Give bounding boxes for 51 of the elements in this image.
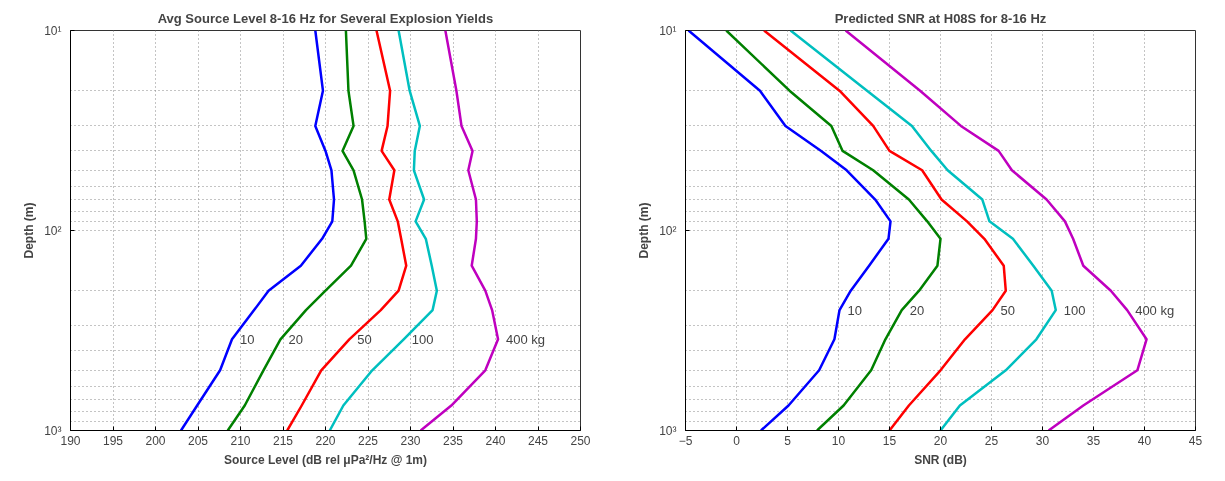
line-series bbox=[725, 30, 942, 431]
x-tick-label: 10 bbox=[831, 433, 846, 448]
x-tick-label: 30 bbox=[1035, 433, 1050, 448]
x-tick-label: 25 bbox=[984, 433, 999, 448]
line-series bbox=[328, 30, 439, 431]
y-axis-title: Depth (m) bbox=[637, 202, 652, 259]
x-tick-label: 35 bbox=[1086, 433, 1101, 448]
y-tick-label: 10¹ bbox=[44, 23, 62, 38]
series-label: 50 bbox=[1000, 302, 1015, 318]
chart-title: Avg Source Level 8-16 Hz for Several Explosion Yields bbox=[157, 10, 494, 26]
x-tick-label: 245 bbox=[527, 433, 549, 448]
x-tick-label: 195 bbox=[102, 433, 124, 448]
y-tick-label: 10² bbox=[44, 223, 62, 238]
x-tick-label: 225 bbox=[357, 433, 379, 448]
x-tick-label: 220 bbox=[315, 433, 336, 448]
y-tick-label: 10³ bbox=[659, 423, 677, 438]
chart-title: Predicted SNR at H08S for 8-16 Hz bbox=[834, 10, 1047, 26]
y-tick-label: 10¹ bbox=[659, 23, 677, 38]
series-label: 50 bbox=[357, 331, 372, 347]
x-tick-label: 5 bbox=[784, 433, 792, 448]
x-tick-label: 250 bbox=[570, 433, 591, 448]
line-series bbox=[286, 30, 408, 431]
series-label: 20 bbox=[909, 302, 925, 318]
x-tick-label: −5 bbox=[678, 433, 693, 448]
x-tick-label: 0 bbox=[733, 433, 741, 448]
x-axis-title: SNR (dB) bbox=[914, 452, 967, 467]
series-label: 20 bbox=[288, 331, 303, 347]
x-tick-label: 45 bbox=[1188, 433, 1203, 448]
series-label: 100 bbox=[411, 331, 434, 347]
series-label: 400 kg bbox=[506, 331, 546, 347]
line-series bbox=[789, 30, 1058, 431]
y-axis-title: Depth (m) bbox=[22, 202, 37, 259]
x-tick-label: 235 bbox=[442, 433, 464, 448]
x-tick-label: 230 bbox=[400, 433, 421, 448]
x-tick-label: 20 bbox=[933, 433, 948, 448]
series-label: 100 bbox=[1063, 302, 1086, 318]
y-tick-label: 10³ bbox=[44, 423, 62, 438]
x-tick-label: 240 bbox=[485, 433, 506, 448]
x-axis-title: Source Level (dB rel μPa²/Hz @ 1m) bbox=[223, 452, 428, 467]
x-tick-label: 200 bbox=[145, 433, 166, 448]
y-tick-label: 10² bbox=[659, 223, 677, 238]
x-tick-label: 215 bbox=[272, 433, 294, 448]
line-series bbox=[179, 30, 336, 431]
series-label: 400 kg bbox=[1135, 302, 1175, 318]
x-tick-label: 15 bbox=[882, 433, 897, 448]
x-tick-label: 210 bbox=[230, 433, 251, 448]
series-label: 10 bbox=[847, 302, 862, 318]
x-tick-label: 190 bbox=[60, 433, 81, 448]
series-label: 10 bbox=[240, 331, 255, 347]
x-tick-label: 40 bbox=[1137, 433, 1152, 448]
x-tick-label: 205 bbox=[187, 433, 209, 448]
